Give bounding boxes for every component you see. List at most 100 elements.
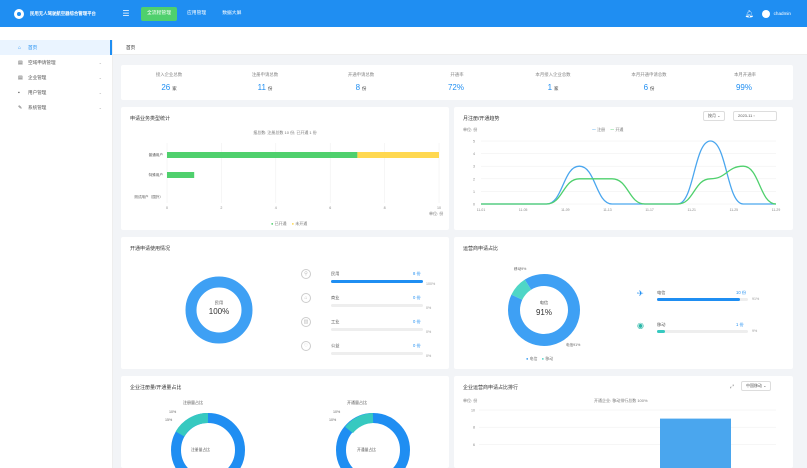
series-line-开通 (480, 165, 777, 205)
brand[interactable]: 民用无人驾驶航空器综合管理平台 (0, 8, 113, 19)
operator-progress (657, 330, 748, 333)
usage-name: 工业 (331, 319, 340, 324)
sidebar-item-users[interactable]: ▪ 用户管理 ⌄ (0, 85, 112, 100)
x-tick-label: 0 (166, 206, 168, 210)
line-chart: 0 1 2 3 4 5 11-01 11-05 11-09 11-13 11-17 11-21 11-2… (473, 140, 781, 213)
stat-month-rate: 本月开通率 99% (697, 65, 793, 100)
operator-outer-label-bottom: 电信91% (566, 343, 581, 347)
operator-outer-label-top: 移动9% (514, 267, 527, 271)
stat-value: 11 份 (257, 83, 273, 92)
usage-value: 0 份 (413, 343, 421, 348)
card-title: 开通申请使用情况 (130, 246, 171, 252)
usage-donut-value: 100% (208, 307, 230, 316)
chevron-down-icon: ⌄ (98, 60, 102, 65)
stat-label: 本月开通申请总数 (631, 72, 667, 77)
operator-donut-value: 91% (535, 308, 552, 317)
operator-select[interactable]: 中国移动 ⌄ (741, 381, 772, 391)
period-select[interactable]: 按月 ⌄ (703, 111, 726, 121)
operator-row-mobile: ◉ 移动 1 份 9% (637, 321, 767, 345)
bar-unit: 单位: 份 (429, 211, 444, 216)
x-tick-label: 6 (329, 206, 331, 210)
satellite-icon: ✈ (637, 289, 644, 298)
y-tick-label: 1 (473, 190, 475, 194)
bell-icon[interactable]: 🔔︎ (744, 10, 754, 18)
x-tick-label: 11-29 (772, 208, 781, 212)
logo-icon (14, 8, 24, 19)
nav-item-process[interactable]: 全流程管理 (141, 6, 177, 21)
user-icon: ▪ (18, 89, 20, 96)
stat-label: 本月接入企业总数 (535, 72, 571, 77)
user-menu[interactable]: chadmin (761, 9, 791, 18)
sidebar-item-label: 首页 (28, 44, 38, 50)
month-picker[interactable]: 2023-11 ▫ (733, 111, 777, 121)
sidebar-item-label: 企业管理 (28, 74, 47, 80)
stat-label: 开通申请总数 (347, 72, 375, 77)
card-title: 企业注册量/开通量占比 (130, 385, 182, 391)
globe-icon: ◉ (637, 321, 644, 330)
operator-ranking-card: 企业运营商申请占比排行 ⤢ 中国移动 ⌄ 单位: 份 开通企业: 移动排行总数 … (454, 376, 793, 468)
card-title: 申请业务类型统计 (130, 116, 171, 122)
series-line-注册 (480, 140, 776, 205)
person-icon: ⚲ (301, 269, 311, 279)
x-tick-label: 11-25 (730, 208, 739, 212)
card-title: 月注册/开通趋势 (463, 116, 500, 122)
usage-card: 开通申请使用情况 民用 100% ⚲ 民用 8 份 100% ⌂ 商业 0 份 … (121, 237, 449, 369)
enterprise-share-card: 企业注册量/开通量占比 注册量占比 开通量占比 10% 15% 注册量占比 10… (121, 376, 449, 468)
usage-row-commercial: ⌂ 商业 0 份 0% (301, 293, 431, 319)
wrench-icon: ✎ (18, 104, 23, 111)
ranking-bar (660, 418, 731, 468)
menu-toggle-icon[interactable]: ☰ (122, 9, 130, 18)
usage-row-industry: ▥ 工业 0 份 0% (301, 317, 431, 343)
home-icon: ⌂ (18, 44, 22, 51)
chevron-down-icon: ⌄ (98, 105, 102, 110)
sidebar-item-enterprise[interactable]: ▤ 企业管理 ⌄ (0, 70, 112, 85)
operator-progress (657, 298, 748, 301)
x-tick-label: 11-13 (603, 208, 612, 212)
stat-label: 接入企业总数 (155, 72, 183, 77)
expand-icon[interactable]: ⤢ (730, 384, 735, 390)
ranking-chart: 6 8 10 (471, 409, 776, 468)
operator-row-telecom: ✈ 电信 10 份 91% (637, 289, 767, 313)
bar-legend: ● 已开通 ● 未开通 (271, 221, 308, 226)
nav-item-apps[interactable]: 应用管理 (187, 10, 207, 16)
brand-name: 民用无人驾驶航空器综合管理平台 (30, 10, 96, 16)
stat-value: 72% (447, 83, 464, 92)
sidebar-item-airspace[interactable]: ▤ 空域申请管理 ⌄ (0, 55, 112, 70)
factory-icon: ▥ (301, 317, 311, 327)
breadcrumb[interactable]: 首页 (113, 40, 807, 55)
operator-name: 电信 (657, 290, 666, 295)
y-tick-label: 8 (473, 426, 475, 430)
stat-value: 99% (735, 83, 752, 92)
sidebar-item-home[interactable]: ⌂ 首页 (0, 40, 112, 55)
donut2-small-b: 10% (329, 418, 337, 422)
usage-name: 商业 (331, 295, 340, 300)
line-unit: 单位: 份 (463, 127, 478, 132)
sidebar-item-system[interactable]: ✎ 系统管理 ⌄ (0, 100, 112, 115)
nav-item-dashboard[interactable]: 数据大屏 (222, 10, 242, 16)
slice-移动 (511, 279, 532, 301)
x-tick-label: 2 (220, 206, 222, 210)
sidebar-item-label: 空域申请管理 (28, 59, 56, 65)
operator-donut (508, 274, 580, 346)
usage-pct: 0% (426, 330, 432, 334)
progress-fill (657, 298, 740, 301)
line-chart-card: 月注册/开通趋势 按月 ⌄ 2023-11 ▫ 单位: 份 〜 注册 〜 开通 … (454, 107, 793, 230)
sidebar-item-label: 用户管理 (28, 89, 47, 95)
operator-legend: ● 电信 ● 移动 (526, 356, 554, 361)
donut2-title: 开通量占比 (347, 400, 367, 405)
x-tick-label: 11-17 (645, 208, 654, 212)
usage-pct: 0% (426, 354, 432, 358)
bar-未开通 (357, 152, 439, 158)
usage-progress (331, 352, 423, 355)
operator-pct: 91% (752, 297, 760, 301)
ranking-unit: 单位: 份 (463, 398, 478, 403)
ranking-summary: 开通企业: 移动排行总数 100% (594, 398, 648, 403)
top-nav: 全流程管理 应用管理 数据大屏 (141, 0, 247, 27)
x-tick-label: 10 (437, 206, 441, 210)
